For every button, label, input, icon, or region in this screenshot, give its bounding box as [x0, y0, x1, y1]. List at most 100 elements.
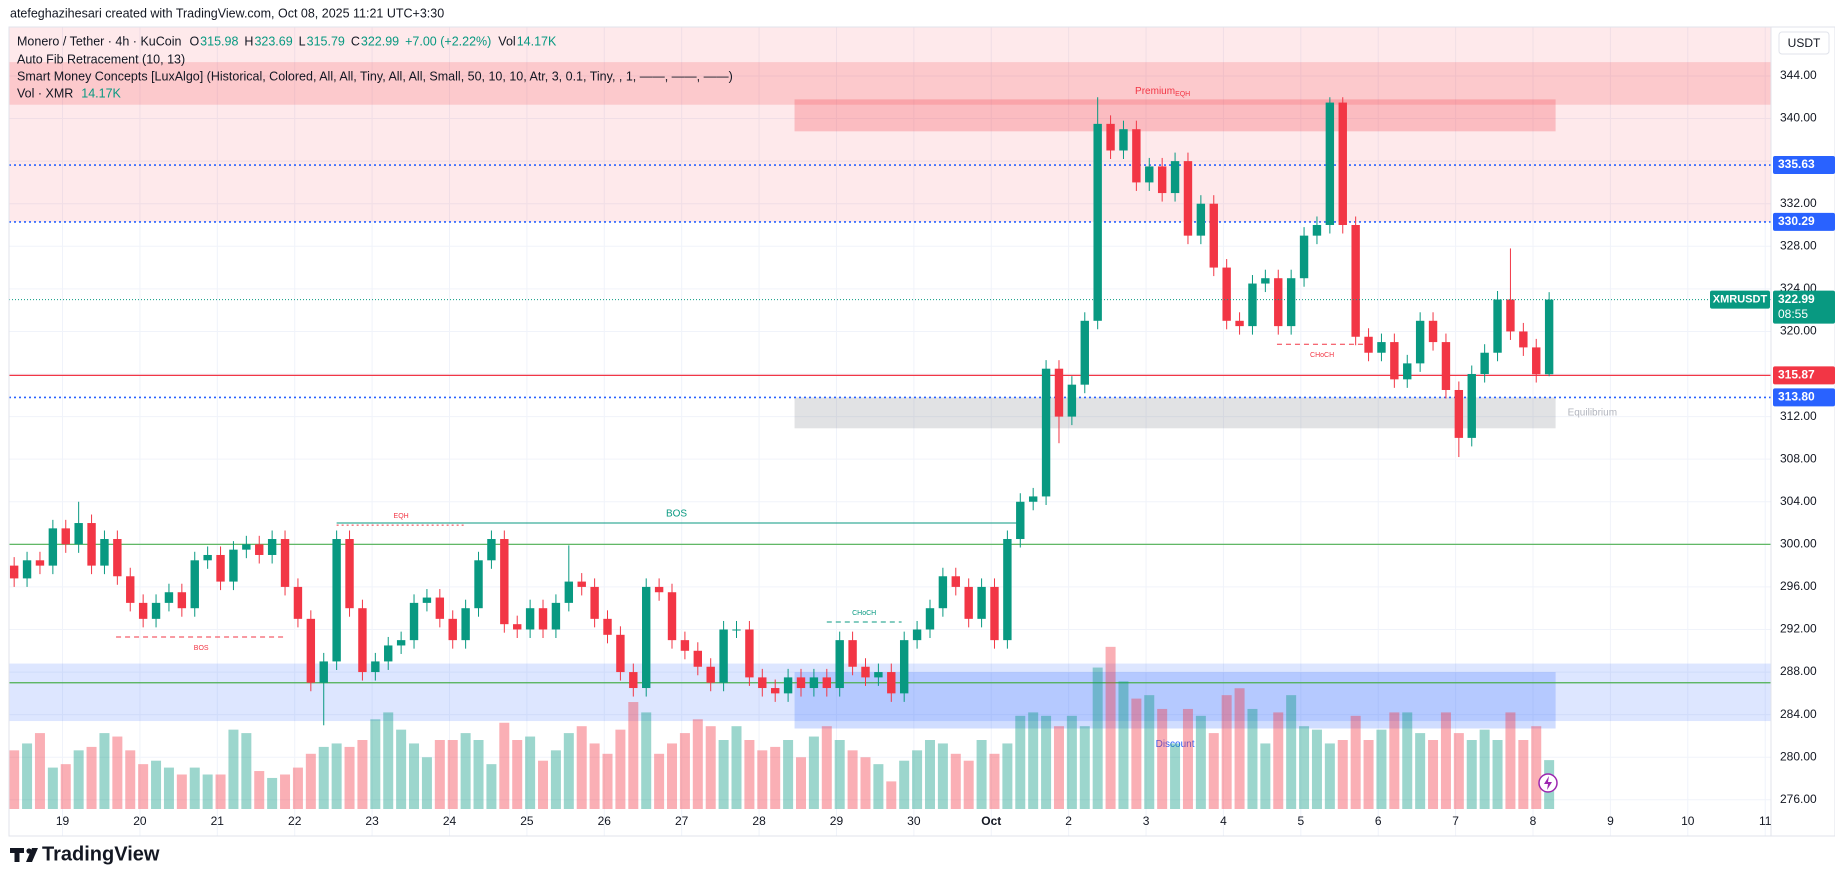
volume-bar: [1466, 740, 1477, 809]
candle-body: [693, 650, 703, 667]
volume-bar: [1453, 733, 1464, 809]
candle-body: [951, 576, 960, 587]
volume-bar: [305, 753, 316, 809]
volume-bar: [641, 712, 652, 809]
legend-text: 14.17K: [81, 86, 121, 100]
volume-bar: [821, 726, 832, 809]
candle-body: [461, 608, 470, 641]
legend-text: 322.99: [361, 34, 399, 48]
volume-bar: [499, 722, 510, 809]
candle-body: [1428, 320, 1438, 343]
y-tick-label: 280.00: [1780, 749, 1817, 763]
volume-bar: [1015, 715, 1026, 809]
x-tick-label: 4: [1220, 814, 1227, 828]
candle-body: [100, 539, 109, 566]
volume-bar: [1376, 729, 1387, 809]
candle-body: [564, 581, 574, 603]
volume-bar: [808, 736, 819, 809]
volume-bar: [654, 753, 665, 809]
candle-body: [384, 645, 393, 662]
volume-bar: [1505, 712, 1516, 809]
volume-bar: [73, 750, 84, 809]
volume-bar: [512, 740, 523, 809]
candle-body: [9, 565, 19, 579]
legend-text: C: [351, 34, 360, 48]
candle-body: [745, 629, 754, 678]
x-tick-label: 19: [56, 814, 70, 828]
zone-sublabel: EQH: [1175, 91, 1190, 98]
candle-body: [758, 677, 767, 689]
legend-text: 14.17K: [517, 34, 557, 48]
candle-body: [1364, 336, 1373, 353]
candle-body: [835, 640, 844, 689]
volume-bar: [1415, 733, 1426, 809]
volume-bar: [1234, 688, 1245, 809]
candle-body: [1157, 166, 1167, 194]
volume-bar: [1195, 715, 1206, 809]
x-tick-label: 8: [1530, 814, 1537, 828]
candle-body: [551, 602, 561, 630]
candle-body: [1183, 161, 1193, 236]
volume-bar: [731, 726, 742, 809]
candle-body: [487, 539, 496, 561]
legend-text: Vol · XMR: [17, 86, 73, 100]
volume-bar: [886, 781, 897, 809]
legend-text: Vol: [498, 34, 515, 48]
candle-body: [1093, 123, 1102, 321]
zone: [9, 62, 1771, 105]
x-tick-label: 25: [520, 814, 534, 828]
x-tick-label: 9: [1607, 814, 1614, 828]
candle-body: [203, 554, 212, 561]
candle-body: [1441, 342, 1451, 390]
candle-body: [577, 581, 586, 587]
candle-body: [1041, 368, 1051, 497]
y-tick-label: 296.00: [1780, 579, 1817, 593]
candle-body: [706, 666, 715, 683]
candle-body: [1209, 203, 1218, 268]
candle-body: [783, 677, 793, 694]
volume-bar: [434, 740, 445, 809]
candle-body: [525, 608, 535, 630]
candle-body: [1338, 102, 1347, 225]
volume-bar: [615, 729, 626, 809]
y-tick-label: 292.00: [1780, 622, 1817, 636]
structure-label: BOS: [194, 645, 209, 652]
volume-bar: [189, 767, 200, 809]
candle-body: [1544, 299, 1554, 375]
volume-bar: [1299, 726, 1310, 809]
candle-body: [616, 634, 625, 673]
volume-bar: [563, 733, 574, 809]
volume-bar: [899, 760, 910, 809]
legend: Monero / Tether · 4h · KuCoin O 315.98 H 323…: [17, 34, 733, 100]
volume-bar: [267, 777, 278, 809]
volume-bar: [1260, 743, 1271, 809]
currency-button[interactable]: [1778, 31, 1830, 55]
volume-bar: [1131, 698, 1142, 809]
candle-body: [796, 677, 806, 689]
candle-body: [964, 586, 973, 619]
candle-body: [1390, 342, 1399, 380]
zone: [9, 27, 1771, 222]
x-tick-label: 11: [1759, 814, 1772, 828]
volume-bar: [1144, 695, 1155, 809]
zone: [794, 397, 1556, 429]
legend-text: L: [299, 34, 306, 48]
candle-body: [177, 592, 187, 609]
candle-body: [629, 672, 638, 689]
candle-body: [603, 618, 612, 635]
candle-body: [1106, 123, 1115, 151]
level-label: 330.29: [1778, 214, 1815, 228]
legend-text: 323.69: [254, 34, 292, 48]
volume-bar: [1157, 708, 1168, 809]
volume-bar: [1066, 715, 1077, 809]
candle-body: [899, 640, 909, 694]
zone-label: Equilibrium: [1568, 408, 1617, 419]
y-tick-label: 328.00: [1780, 238, 1817, 252]
x-tick-label: 20: [133, 814, 147, 828]
candle-body: [306, 618, 316, 683]
candle-body: [1119, 129, 1128, 151]
candle-body: [448, 618, 457, 641]
legend-text: 315.98: [200, 34, 238, 48]
